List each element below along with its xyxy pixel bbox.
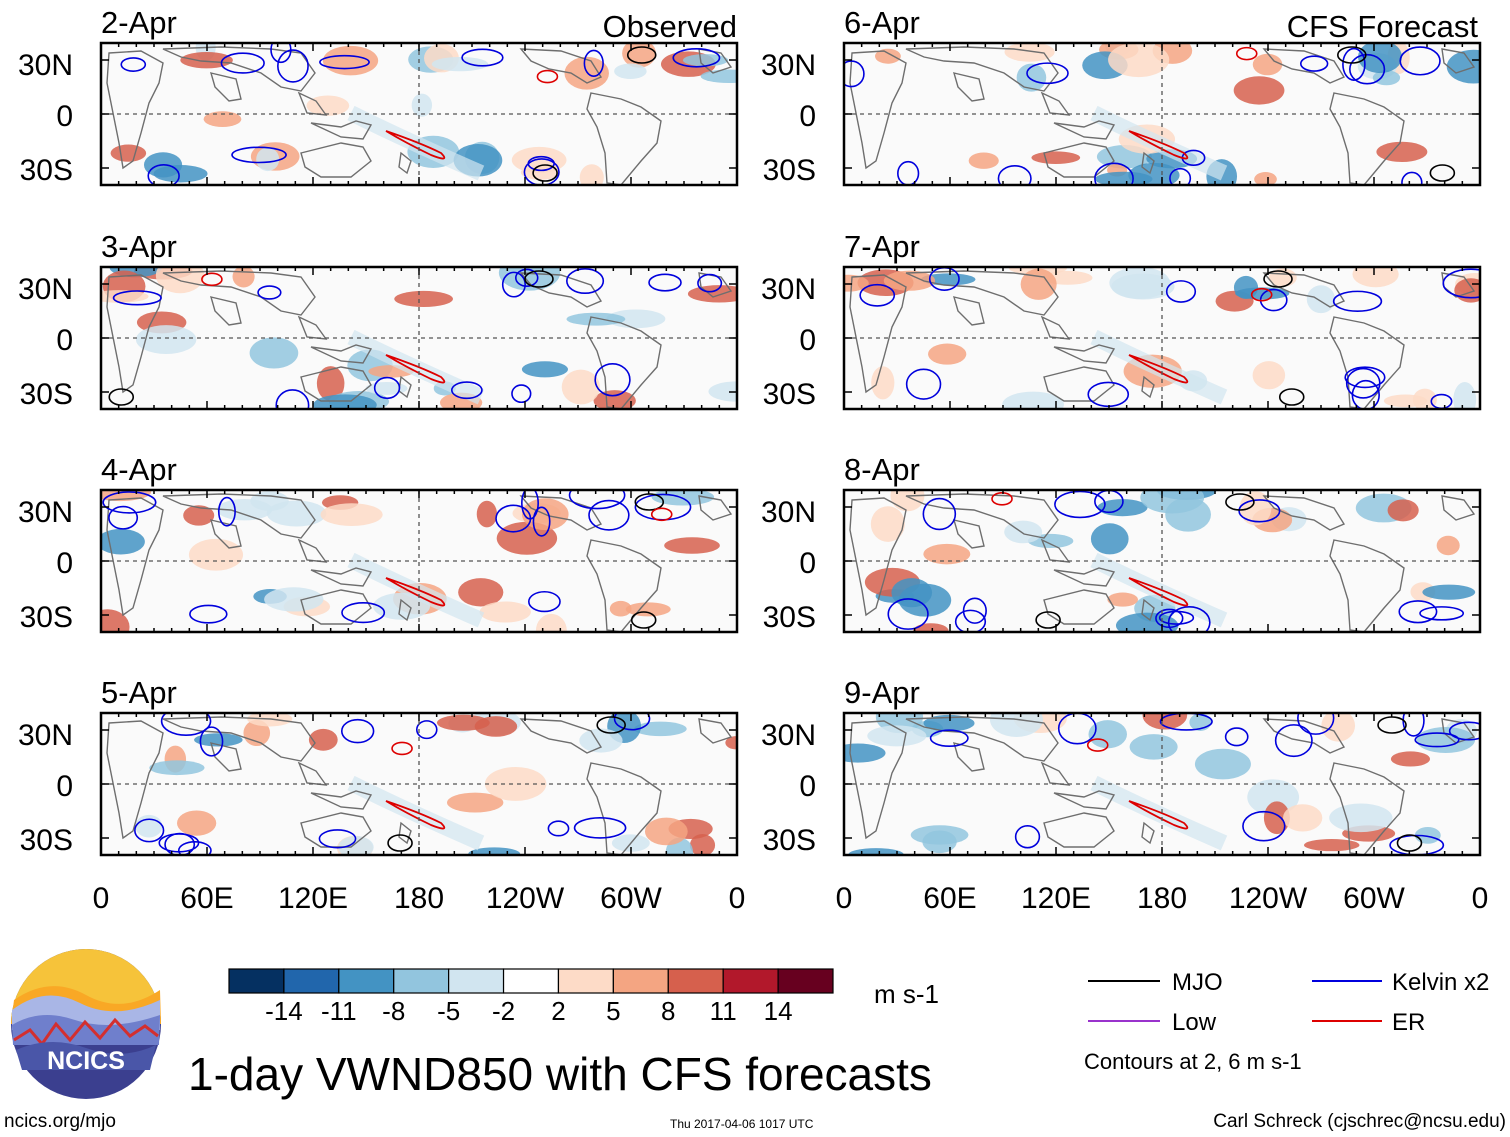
- lon-label: 0: [836, 882, 853, 915]
- colorbar-swatch: [777, 968, 834, 994]
- lat-label: 0: [799, 547, 816, 580]
- lon-label: 120W: [486, 882, 565, 915]
- colorbar-swatch: [502, 968, 560, 994]
- lat-label: 0: [799, 100, 816, 133]
- colorbar-tick-label: 2: [551, 996, 565, 1026]
- lat-label: 0: [56, 547, 73, 580]
- footer-url: ncics.org/mjo: [4, 1111, 116, 1132]
- legend-label-kelvin: Kelvin x2: [1392, 969, 1489, 996]
- legend-label-er: ER: [1392, 1009, 1425, 1036]
- colorbar-tick-label: -8: [382, 996, 405, 1026]
- colorbar-units: m s-1: [874, 979, 939, 1009]
- lat-label: 30N: [18, 496, 73, 529]
- forecast-header: CFS Forecast: [1287, 9, 1479, 44]
- lat-label: 30S: [20, 824, 73, 857]
- lon-label: 180: [394, 882, 444, 915]
- lat-label: 0: [56, 324, 73, 357]
- observed-header: Observed: [603, 9, 737, 44]
- lat-label: 30S: [763, 154, 816, 187]
- panel-date-label: 4-Apr: [101, 452, 177, 487]
- map-panel: 2-Apr 30N 0 30S: [18, 5, 739, 187]
- lat-label: 30S: [20, 378, 73, 411]
- panel-date-label: 3-Apr: [101, 229, 177, 264]
- lat-label: 30S: [763, 378, 816, 411]
- panel-date-label: 9-Apr: [844, 675, 920, 710]
- lat-label: 0: [799, 324, 816, 357]
- lon-label: 0: [1472, 882, 1489, 915]
- lon-label: 120W: [1229, 882, 1308, 915]
- legend: MJO Kelvin x2 Low ER Contours at 2, 6 m …: [1084, 969, 1489, 1074]
- lon-label: 60E: [180, 882, 233, 915]
- map-panel: 9-Apr 30N 0 30S: [761, 675, 1482, 857]
- lon-label: 0: [729, 882, 746, 915]
- colorbar-swatch: [612, 968, 669, 994]
- lat-label: 30S: [20, 601, 73, 634]
- lat-label: 30N: [761, 496, 816, 529]
- lon-axis-right: 0 60E 120E 180 120W 60W 0: [836, 882, 1489, 915]
- lat-label: 30N: [18, 719, 73, 752]
- lat-label: 30S: [763, 824, 816, 857]
- contour-note: Contours at 2, 6 m s-1: [1084, 1049, 1302, 1074]
- colorbar: -14 -11 -8 -5 -2 2 5 8 11 14: [228, 968, 834, 1026]
- colorbar-swatch: [722, 968, 779, 994]
- lon-label: 60W: [1343, 882, 1405, 915]
- lat-label: 30N: [18, 49, 73, 82]
- panel-date-label: 8-Apr: [844, 452, 920, 487]
- lon-label: 120E: [278, 882, 348, 915]
- map-panel: 3-Apr 30N 0 30S: [18, 229, 739, 411]
- footer-timestamp: Thu 2017-04-06 1017 UTC: [670, 1117, 814, 1131]
- map-panel: 7-Apr 30N 0 30S: [761, 229, 1482, 411]
- map-panels: 2-Apr30N030S3-Apr30N030S4-Apr30N030S5-Ap…: [18, 5, 1482, 857]
- colorbar-tick-label: 5: [606, 996, 620, 1026]
- map-panel: 8-Apr 30N 0 30S: [761, 452, 1482, 634]
- colorbar-swatch: [448, 968, 505, 994]
- panel-date-label: 5-Apr: [101, 675, 177, 710]
- legend-label-low: Low: [1172, 1009, 1217, 1036]
- lon-label: 180: [1137, 882, 1187, 915]
- colorbar-swatch: [393, 968, 450, 994]
- colorbar-swatch: [228, 968, 285, 994]
- colorbar-swatch: [667, 968, 724, 994]
- logo-text: NCICS: [47, 1047, 125, 1075]
- lat-label: 0: [799, 770, 816, 803]
- lon-label: 0: [93, 882, 110, 915]
- lat-label: 30N: [761, 719, 816, 752]
- map-panel: 4-Apr 30N 0 30S: [18, 452, 739, 634]
- legend-label-mjo: MJO: [1172, 969, 1223, 996]
- lon-label: 60E: [923, 882, 976, 915]
- colorbar-tick-label: -5: [437, 996, 460, 1026]
- lat-label: 30N: [761, 273, 816, 306]
- colorbar-tick-label: -14: [265, 996, 303, 1026]
- map-panel: 6-Apr 30N 0 30S: [761, 5, 1482, 187]
- ncics-logo: NCICS: [11, 949, 161, 1099]
- lat-label: 0: [56, 100, 73, 133]
- colorbar-tick-label: 11: [710, 996, 737, 1026]
- lat-label: 30S: [763, 601, 816, 634]
- colorbar-swatch: [283, 968, 340, 994]
- panel-date-label: 7-Apr: [844, 229, 920, 264]
- figure-title: 1-day VWND850 with CFS forecasts: [188, 1048, 932, 1100]
- lon-label: 60W: [600, 882, 662, 915]
- colorbar-tick-label: 8: [661, 996, 675, 1026]
- map-panel: 5-Apr 30N 0 30S: [18, 675, 739, 857]
- lat-label: 30N: [761, 49, 816, 82]
- panel-date-label: 2-Apr: [101, 5, 177, 40]
- lat-label: 0: [56, 770, 73, 803]
- lon-label: 120E: [1021, 882, 1091, 915]
- colorbar-tick-label: 14: [764, 996, 793, 1026]
- lon-axis-left: 0 60E 120E 180 120W 60W 0: [93, 882, 746, 915]
- colorbar-swatch: [557, 968, 614, 994]
- colorbar-tick-label: -2: [492, 996, 515, 1026]
- lat-label: 30N: [18, 273, 73, 306]
- lat-label: 30S: [20, 154, 73, 187]
- panel-date-label: 6-Apr: [844, 5, 920, 40]
- footer-author: Carl Schreck (cjschrec@ncsu.edu): [1213, 1111, 1506, 1132]
- colorbar-swatch: [338, 968, 395, 994]
- colorbar-tick-label: -11: [321, 996, 357, 1026]
